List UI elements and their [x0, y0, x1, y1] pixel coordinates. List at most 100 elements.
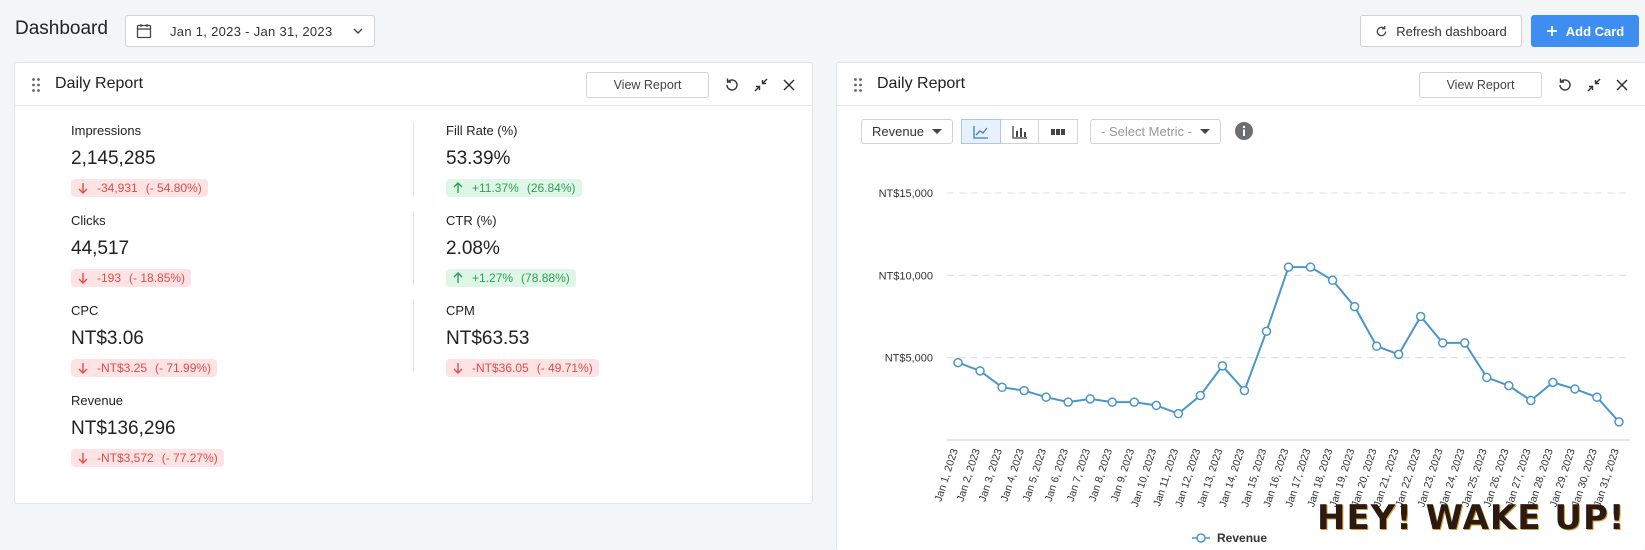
caret-down-icon	[1200, 129, 1210, 134]
legend-marker	[1196, 533, 1206, 543]
info-icon[interactable]	[1234, 121, 1254, 141]
bar-chart-icon	[1011, 125, 1027, 139]
card-header: Daily Report View Report	[837, 63, 1645, 106]
top-bar: Dashboard Jan 1, 2023 - Jan 31, 2023 Ref…	[0, 0, 1645, 62]
line-chart-button[interactable]	[961, 119, 1001, 144]
data-point	[1041, 392, 1051, 402]
metric-label: CPM	[446, 303, 475, 318]
data-point	[1504, 380, 1514, 391]
data-point	[1349, 301, 1360, 312]
data-point	[1592, 392, 1602, 402]
metric-fill-rate: Fill Rate (%) 53.39% +11.37% (26.84%)	[446, 123, 582, 199]
second-metric-placeholder: - Select Metric -	[1101, 124, 1193, 139]
stacked-bar-button[interactable]	[1039, 119, 1079, 144]
drag-handle-icon[interactable]	[853, 77, 863, 93]
metric-select[interactable]: Revenue	[861, 119, 953, 144]
metric-change-badge: +11.37% (26.84%)	[446, 179, 582, 197]
series-line-revenue	[957, 266, 1620, 423]
view-report-button[interactable]: View Report	[586, 72, 709, 98]
data-point	[1548, 377, 1558, 388]
metric-label: Fill Rate (%)	[446, 123, 518, 138]
metric-change-badge: -NT$3,572 (- 77.27%)	[71, 449, 224, 467]
bar-chart-button[interactable]	[1000, 119, 1040, 144]
refresh-dashboard-button[interactable]: Refresh dashboard	[1360, 15, 1522, 47]
daily-report-card-chart: Daily Report View Report Revenue - Selec…	[836, 62, 1645, 550]
brand-logo-text: HEY! WAKE UP!	[1317, 498, 1626, 538]
data-point	[1327, 275, 1338, 286]
data-point	[1173, 408, 1184, 419]
data-point	[1283, 262, 1294, 272]
metric-cpm: CPM NT$63.53 -NT$36.05 (- 49.71%)	[446, 303, 599, 379]
arrow-up-icon	[453, 272, 463, 283]
data-point	[1614, 417, 1624, 427]
y-tick-label: NT$5,000	[885, 353, 933, 365]
column-divider	[413, 121, 414, 196]
close-icon[interactable]	[1614, 77, 1630, 93]
column-divider	[413, 211, 414, 286]
refresh-icon	[1376, 25, 1387, 36]
data-point	[1085, 394, 1095, 404]
date-range-picker[interactable]: Jan 1, 2023 - Jan 31, 2023	[125, 15, 375, 47]
metric-change-value: +1.27%	[472, 271, 514, 285]
collapse-icon[interactable]	[1586, 77, 1602, 93]
data-point	[1195, 390, 1206, 401]
metric-value: NT$63.53	[446, 328, 530, 349]
metric-change-pct: (26.84%)	[526, 181, 576, 195]
metric-change-badge: -NT$3.25 (- 71.99%)	[71, 359, 218, 377]
data-point	[1526, 395, 1536, 406]
data-point	[1570, 384, 1580, 394]
y-tick-label: NT$15,000	[879, 188, 933, 200]
metric-cpc: CPC NT$3.06 -NT$3.25 (- 71.99%)	[71, 303, 218, 379]
line-chart-icon	[973, 125, 988, 139]
refresh-dashboard-label: Refresh dashboard	[1396, 23, 1507, 39]
reload-icon[interactable]	[1557, 77, 1573, 93]
collapse-icon[interactable]	[753, 77, 769, 93]
data-point	[1415, 311, 1426, 322]
arrow-down-icon	[78, 183, 88, 194]
metric-select-value: Revenue	[872, 124, 925, 139]
arrow-down-icon	[78, 453, 88, 464]
metric-change-badge: -NT$36.05 (- 49.71%)	[446, 359, 599, 377]
metric-change-pct: (- 77.27%)	[161, 451, 218, 465]
data-point	[1393, 349, 1404, 360]
arrow-down-icon	[78, 363, 88, 374]
date-range-text: Jan 1, 2023 - Jan 31, 2023	[170, 23, 333, 39]
metric-change-value: +11.37%	[472, 181, 519, 195]
close-icon[interactable]	[781, 77, 797, 93]
view-report-button[interactable]: View Report	[1419, 72, 1542, 98]
data-point	[1151, 400, 1162, 411]
metric-change-value: -NT$3,572	[97, 451, 154, 465]
data-point	[1239, 385, 1250, 396]
metric-change-badge: -193 (- 18.85%)	[71, 269, 192, 287]
drag-handle-icon[interactable]	[31, 77, 41, 93]
metric-label: Clicks	[71, 213, 106, 228]
stacked-bar-icon	[1051, 128, 1066, 135]
metric-ctr: CTR (%) 2.08% +1.27% (78.88%)	[446, 213, 576, 289]
data-point	[1482, 372, 1492, 383]
arrow-down-icon	[453, 363, 463, 374]
chart-type-toggle	[961, 119, 1079, 144]
second-metric-select[interactable]: - Select Metric -	[1090, 119, 1221, 144]
data-point	[1460, 338, 1470, 348]
add-card-button[interactable]: Add Card	[1531, 15, 1639, 47]
metric-change-value: -193	[97, 271, 122, 285]
legend-label: Revenue	[1217, 531, 1267, 545]
reload-icon[interactable]	[724, 77, 740, 93]
calendar-icon	[136, 24, 152, 39]
data-point	[975, 366, 985, 376]
metric-label: CPC	[71, 303, 99, 318]
data-point	[1019, 385, 1029, 396]
data-point	[1129, 397, 1140, 407]
metric-label: CTR (%)	[446, 213, 497, 228]
data-point	[1063, 397, 1073, 407]
data-point	[1437, 338, 1448, 348]
metric-change-pct: (78.88%)	[521, 271, 570, 285]
metric-value: 44,517	[71, 238, 130, 259]
data-point	[1371, 341, 1382, 351]
metric-change-value: -NT$36.05	[472, 361, 529, 375]
data-point	[1261, 326, 1272, 337]
card-title: Daily Report	[877, 75, 966, 92]
data-point	[1217, 361, 1228, 371]
metric-impressions: Impressions 2,145,285 -34,931 (- 54.80%)	[71, 123, 208, 199]
card-header: Daily Report View Report	[15, 63, 812, 106]
